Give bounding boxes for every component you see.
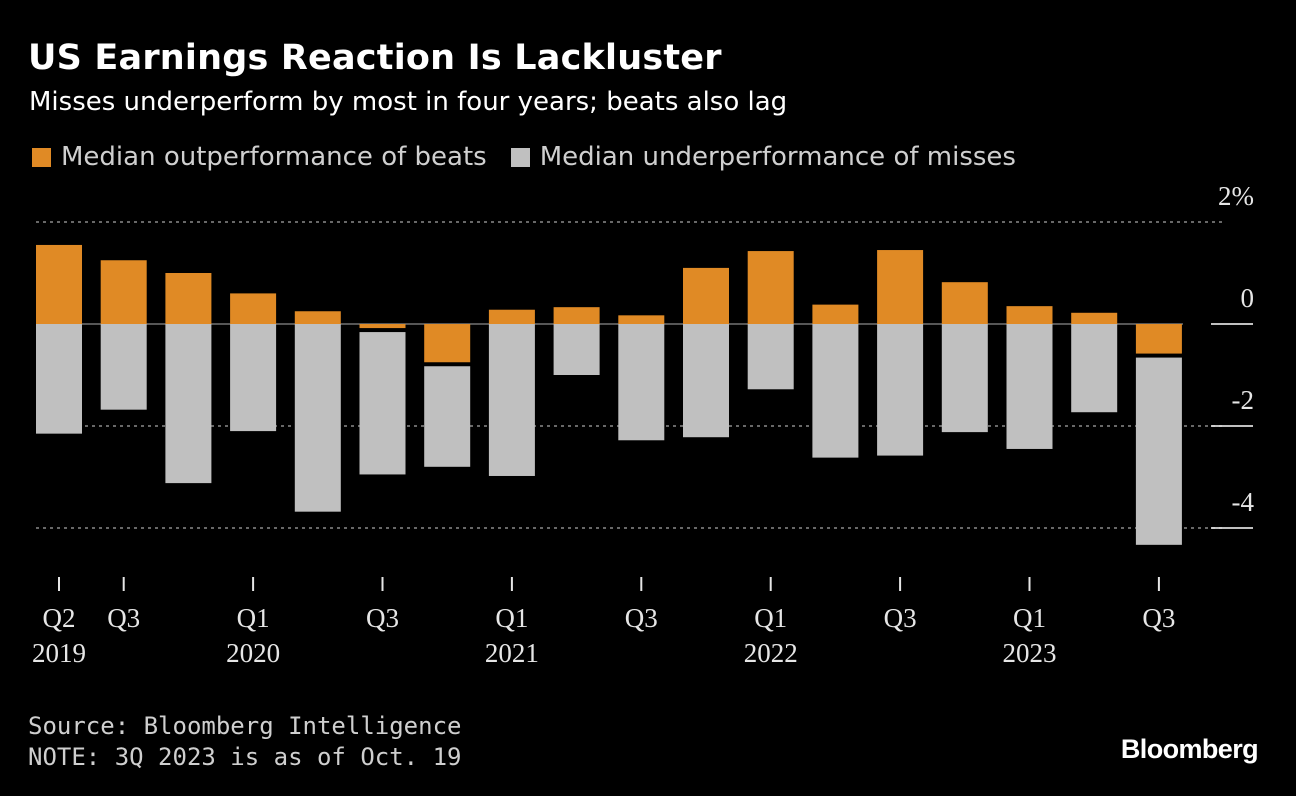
bar-misses bbox=[618, 324, 665, 441]
x-tick-label-quarter: Q3 bbox=[884, 603, 917, 633]
x-tick-label-quarter: Q1 bbox=[237, 603, 270, 633]
bar-beats bbox=[36, 244, 82, 324]
bar-misses bbox=[941, 324, 988, 433]
bar-misses bbox=[100, 324, 147, 410]
bloomberg-logo: Bloomberg bbox=[1120, 734, 1259, 764]
bar-misses bbox=[230, 324, 277, 432]
bar-beats bbox=[941, 282, 988, 324]
bar-beats bbox=[618, 315, 665, 324]
bar-misses bbox=[1071, 324, 1118, 413]
y-tick-label: 2% bbox=[1218, 181, 1254, 211]
x-tick-label-year: 2023 bbox=[1003, 638, 1057, 668]
source-text: Source: Bloomberg Intelligence bbox=[28, 712, 462, 740]
legend-label-beats: Median outperformance of beats bbox=[61, 142, 487, 172]
bar-misses bbox=[877, 324, 924, 456]
x-tick-label-year: 2021 bbox=[485, 638, 539, 668]
x-tick-label-year: 2022 bbox=[744, 638, 798, 668]
bar-beats bbox=[1006, 306, 1053, 324]
bar-misses bbox=[683, 324, 729, 438]
source-note: Source: Bloomberg Intelligence NOTE: 3Q … bbox=[28, 711, 461, 773]
bar-beats bbox=[812, 304, 859, 324]
x-tick-label-quarter: Q1 bbox=[495, 603, 528, 633]
bar-misses bbox=[36, 324, 82, 434]
legend-label-misses: Median underperformance of misses bbox=[539, 142, 1016, 172]
bar-misses bbox=[359, 332, 406, 475]
bar-beats bbox=[100, 260, 147, 324]
y-tick-label: -2 bbox=[1232, 385, 1255, 415]
bar-beats bbox=[488, 309, 535, 324]
x-tick-label-quarter: Q2 bbox=[43, 603, 76, 633]
legend-swatch-misses bbox=[510, 147, 530, 167]
bar-misses bbox=[553, 324, 600, 375]
legend-item-beats: Median outperformance of beats bbox=[32, 142, 487, 172]
x-tick-label-quarter: Q3 bbox=[1142, 603, 1175, 633]
bar-beats bbox=[553, 307, 600, 324]
bar-beats bbox=[359, 324, 406, 329]
x-tick-label-quarter: Q1 bbox=[754, 603, 787, 633]
bar-beats bbox=[230, 293, 277, 324]
bar-misses bbox=[294, 324, 341, 512]
bar-misses bbox=[1006, 324, 1053, 449]
legend-swatch-beats bbox=[32, 147, 51, 167]
x-tick-label-quarter: Q1 bbox=[1013, 603, 1046, 633]
y-tick-label: 0 bbox=[1241, 283, 1255, 313]
bar-beats bbox=[165, 273, 212, 324]
bar-misses bbox=[165, 324, 212, 484]
bar-beats bbox=[1135, 324, 1182, 354]
bar-beats bbox=[294, 311, 341, 324]
bar-misses bbox=[424, 366, 471, 467]
bar-beats bbox=[424, 324, 471, 363]
x-tick-label-quarter: Q3 bbox=[107, 603, 140, 633]
x-tick-label-quarter: Q3 bbox=[625, 603, 658, 633]
bar-beats bbox=[877, 250, 924, 324]
x-tick-label-quarter: Q3 bbox=[366, 603, 399, 633]
chart-title: US Earnings Reaction Is Lackluster bbox=[28, 38, 722, 78]
legend-item-misses: Median underperformance of misses bbox=[510, 142, 1016, 172]
chart-subtitle: Misses underperform by most in four year… bbox=[29, 87, 788, 117]
bar-beats bbox=[747, 251, 794, 324]
bar-misses bbox=[488, 324, 535, 476]
bar-misses bbox=[1135, 357, 1182, 545]
note-text: NOTE: 3Q 2023 is as of Oct. 19 bbox=[28, 743, 462, 771]
bar-beats bbox=[683, 267, 729, 324]
legend: Median outperformance of beats Median un… bbox=[32, 142, 1040, 172]
bar-beats bbox=[1071, 312, 1118, 324]
bar-misses bbox=[812, 324, 859, 458]
x-tick-label-year: 2020 bbox=[226, 638, 280, 668]
bar-misses bbox=[747, 324, 794, 390]
x-tick-label-year: 2019 bbox=[32, 638, 86, 668]
y-tick-label: -4 bbox=[1232, 487, 1255, 517]
